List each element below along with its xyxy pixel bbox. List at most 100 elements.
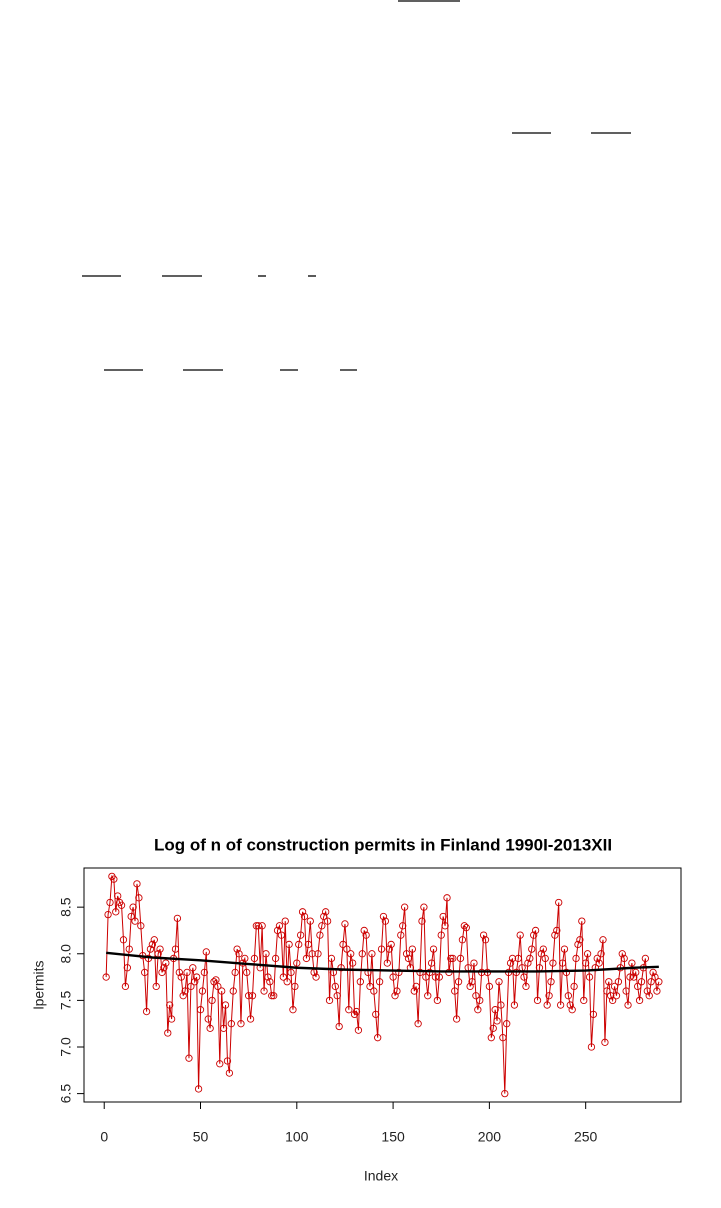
data-point <box>352 1007 361 1016</box>
data-point <box>508 954 517 963</box>
data-point <box>322 908 330 916</box>
data-point <box>270 992 278 1000</box>
data-point <box>601 1038 609 1046</box>
x-tick-label: 250 <box>574 1129 598 1145</box>
data-point <box>634 982 642 991</box>
data-point <box>479 931 488 939</box>
x-tick-label: 100 <box>285 1129 309 1145</box>
data-point <box>433 996 442 1005</box>
data-point <box>231 968 239 977</box>
data-point <box>156 945 164 953</box>
data-point <box>539 945 547 953</box>
data-point <box>248 992 257 1000</box>
series-line <box>105 874 660 1094</box>
data-point <box>204 1015 212 1023</box>
data-point <box>227 1020 235 1028</box>
data-point <box>537 950 546 958</box>
data-point <box>191 978 199 986</box>
data-point <box>404 954 413 963</box>
data-point <box>362 931 370 939</box>
data-point <box>391 992 399 1000</box>
data-point <box>333 992 341 1000</box>
data-point <box>339 940 347 949</box>
data-point <box>489 1024 497 1033</box>
data-point <box>420 903 428 911</box>
data-point <box>468 978 476 986</box>
data-point <box>491 1006 499 1014</box>
data-point <box>610 982 619 991</box>
data-point <box>348 959 357 967</box>
data-point <box>302 954 311 963</box>
data-point <box>202 948 210 956</box>
data-point <box>312 973 320 981</box>
data-point <box>287 968 295 977</box>
data-point <box>462 924 470 932</box>
data-point <box>133 880 141 888</box>
data-point <box>104 910 112 919</box>
data-point <box>553 926 561 935</box>
data-point <box>102 973 110 981</box>
data-point <box>173 914 182 922</box>
data-point <box>358 950 366 958</box>
data-point <box>562 968 571 977</box>
data-point <box>374 1034 382 1042</box>
data-point <box>572 954 580 963</box>
data-point <box>297 931 305 939</box>
data-point <box>316 931 324 939</box>
data-point <box>167 1015 176 1023</box>
data-point <box>183 968 191 977</box>
data-point <box>127 912 135 921</box>
data-point <box>383 959 391 967</box>
data-point <box>470 959 478 967</box>
data-point <box>424 992 432 1000</box>
data-point <box>285 940 293 949</box>
plot-frame <box>83 867 682 1103</box>
data-point <box>408 945 416 953</box>
data-point <box>372 1010 380 1019</box>
data-point <box>368 950 376 958</box>
data-point <box>593 954 601 963</box>
data-point <box>271 954 280 963</box>
data-point <box>337 964 345 972</box>
data-point <box>106 898 114 907</box>
data-point <box>289 1006 297 1014</box>
data-point <box>578 917 586 925</box>
data-point <box>141 968 149 977</box>
data-point <box>541 954 549 963</box>
data-point <box>260 987 268 995</box>
data-point <box>481 936 490 944</box>
data-point <box>449 954 457 963</box>
data-point <box>325 996 334 1005</box>
data-point <box>196 1006 205 1014</box>
data-point <box>291 982 299 991</box>
data-point <box>574 940 582 949</box>
data-point <box>551 931 559 939</box>
data-point <box>225 1069 234 1077</box>
data-point <box>427 959 436 967</box>
data-point <box>530 931 538 939</box>
data-point <box>570 982 578 991</box>
data-point <box>293 959 301 967</box>
formula-rules <box>82 0 631 371</box>
data-point <box>150 936 158 944</box>
data-point <box>412 982 420 991</box>
x-tick-label: 0 <box>100 1129 108 1145</box>
data-point <box>137 922 145 930</box>
x-tick-label: 200 <box>478 1129 502 1145</box>
data-point <box>246 1015 255 1023</box>
data-point <box>308 950 316 958</box>
data-point <box>402 950 411 958</box>
data-point <box>250 954 259 963</box>
data-point <box>229 987 237 995</box>
data-point <box>347 950 355 958</box>
data-point <box>194 1085 203 1093</box>
data-point <box>341 920 349 928</box>
data-point <box>585 973 594 981</box>
data-point <box>258 922 266 930</box>
data-point <box>306 917 314 925</box>
data-point <box>524 959 532 967</box>
data-point <box>528 945 536 953</box>
data-point <box>447 954 455 963</box>
data-point <box>400 903 409 911</box>
data-point <box>474 1006 482 1014</box>
